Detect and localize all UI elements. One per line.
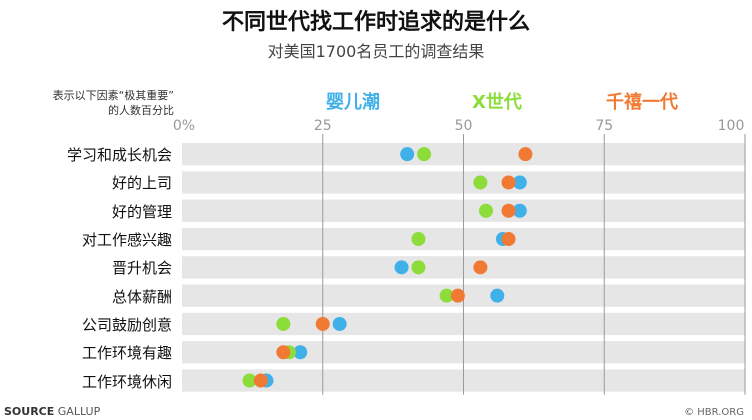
category-label: 公司鼓励创意 (81, 315, 172, 334)
data-point (400, 147, 415, 162)
source-credit: SOURCE GALLUP (4, 405, 100, 418)
data-point (394, 260, 409, 275)
data-point (479, 203, 494, 218)
data-point (490, 288, 505, 303)
data-point (315, 316, 330, 331)
source-label: SOURCE (4, 405, 55, 418)
data-point (473, 175, 488, 190)
data-point (512, 203, 527, 218)
x-tick-label: 75 (595, 118, 613, 134)
category-label: 晋升机会 (111, 259, 172, 278)
data-point (411, 232, 426, 247)
data-point (411, 260, 426, 275)
data-point (512, 175, 527, 190)
data-point (473, 260, 488, 275)
category-label: 学习和成长机会 (66, 146, 172, 165)
legend-baby-boomers: 婴儿潮 (326, 92, 380, 113)
data-point (501, 232, 516, 247)
x-tick-label: 25 (314, 118, 332, 134)
data-point (332, 316, 347, 331)
category-label: 好的上司 (111, 174, 172, 193)
copyright: © HBR.ORG (684, 407, 744, 418)
chart-title: 不同世代找工作时追求的是什么 (221, 10, 530, 35)
data-point (501, 203, 516, 218)
legend-gen-x: X世代 (472, 92, 522, 113)
data-point (450, 288, 465, 303)
category-label: 总体薪酬 (111, 287, 172, 306)
data-point (501, 175, 516, 190)
data-point (439, 288, 454, 303)
data-point (417, 147, 432, 162)
category-label: 对工作感兴趣 (81, 231, 172, 250)
category-label: 工作环境有趣 (81, 344, 172, 363)
note-line-1: 表示以下因素“极其重要” (52, 89, 174, 102)
category-label: 好的管理 (111, 202, 172, 221)
data-point (518, 147, 533, 162)
data-point (253, 373, 268, 388)
x-tick-label: 0% (173, 118, 195, 134)
category-label: 工作环境休闲 (81, 372, 172, 391)
chart-subtitle: 对美国1700名员工的调查结果 (267, 42, 485, 61)
legend-millennials: 千禧一代 (606, 92, 678, 113)
source-name: GALLUP (57, 405, 101, 418)
chart-note: 表示以下因素“极其重要” 的人数百分比 (14, 88, 174, 118)
x-tick-label: 50 (455, 118, 473, 134)
data-point (293, 345, 308, 360)
note-line-2: 的人数百分比 (108, 104, 174, 117)
x-tick-label: 100 (718, 118, 745, 134)
data-point (276, 316, 291, 331)
data-point (242, 373, 257, 388)
data-point (276, 345, 291, 360)
